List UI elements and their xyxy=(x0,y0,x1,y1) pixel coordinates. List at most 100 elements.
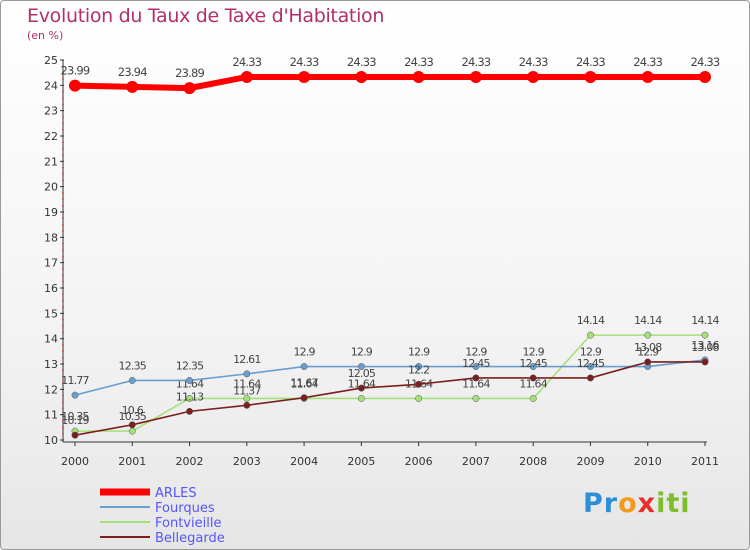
data-label: 11.67 xyxy=(290,377,318,390)
data-point xyxy=(415,395,423,402)
chart-title: Evolution du Taux de Taxe d'Habitation xyxy=(27,5,385,27)
y-tick-label: 22 xyxy=(44,130,58,143)
data-label: 24.33 xyxy=(519,55,548,69)
data-point xyxy=(71,431,79,439)
data-label: 11.13 xyxy=(176,390,204,403)
data-point xyxy=(529,374,537,382)
data-label: 11.64 xyxy=(462,377,490,390)
x-tick-label: 2010 xyxy=(634,455,662,468)
x-tick-label: 2000 xyxy=(61,455,89,468)
series-fourques: 11.77 12.35 12.35 12.61 12.9 12.9 12.9 12.9 12.9… xyxy=(61,339,720,399)
data-label: 24.33 xyxy=(633,55,662,69)
data-point xyxy=(300,363,308,370)
y-tick-label: 21 xyxy=(44,155,58,168)
data-point xyxy=(355,70,368,83)
y-tick-label: 15 xyxy=(44,307,58,320)
x-tick-label: 2011 xyxy=(691,455,719,468)
data-label: 12.9 xyxy=(580,346,602,359)
data-label: 10.19 xyxy=(61,414,89,427)
data-label: 12.9 xyxy=(465,346,487,359)
y-tick-label: 10 xyxy=(44,434,58,447)
x-tick-label: 2002 xyxy=(176,455,204,468)
data-label: 10.35 xyxy=(119,410,147,423)
data-point xyxy=(357,363,365,370)
data-label: 24.33 xyxy=(691,55,720,69)
data-point xyxy=(71,391,79,399)
legend-label: ARLES xyxy=(155,486,197,501)
data-label: 12.2 xyxy=(408,363,429,376)
data-label: 11.64 xyxy=(519,377,547,390)
data-point xyxy=(186,395,193,402)
data-point xyxy=(357,395,365,402)
data-point xyxy=(472,363,480,370)
data-point xyxy=(701,358,709,366)
data-point xyxy=(298,70,311,83)
series-line xyxy=(74,361,705,436)
data-label: 12.9 xyxy=(523,346,545,359)
data-label: 12.05 xyxy=(348,367,376,380)
data-point xyxy=(128,377,136,384)
data-point xyxy=(644,358,652,366)
y-tick-label: 12 xyxy=(44,383,58,396)
data-point xyxy=(243,395,251,402)
data-label: 12.9 xyxy=(637,346,659,359)
data-point xyxy=(300,394,308,402)
data-label: 12.9 xyxy=(293,346,315,359)
data-point xyxy=(183,82,196,95)
data-point xyxy=(128,427,136,435)
x-tick-label: 2003 xyxy=(233,455,261,468)
data-point xyxy=(243,370,251,378)
data-point xyxy=(128,421,136,429)
series-arles: 23.99 23.94 23.89 24.33 24.33 24.33 24.33 24.33… xyxy=(61,55,721,95)
data-point xyxy=(699,70,711,83)
series-line xyxy=(74,359,706,396)
data-label: 11.64 xyxy=(233,377,261,390)
x-tick-label: 2007 xyxy=(462,455,490,468)
data-label: 12.61 xyxy=(233,353,261,366)
data-label: 12.45 xyxy=(462,357,490,370)
data-point xyxy=(469,70,482,83)
data-label: 12.9 xyxy=(351,346,373,359)
data-point xyxy=(240,70,253,83)
data-label: 12.45 xyxy=(519,357,547,370)
y-tick-label: 18 xyxy=(44,231,58,244)
data-label: 24.33 xyxy=(347,55,376,69)
y-tick-label: 13 xyxy=(44,358,58,371)
data-label: 24.33 xyxy=(290,55,319,69)
data-label: 10.35 xyxy=(61,410,89,423)
y-tick-label: 25 xyxy=(44,54,58,67)
x-tick-label: 2005 xyxy=(347,455,375,468)
data-label: 24.33 xyxy=(461,55,490,69)
y-tick-label: 11 xyxy=(44,409,58,422)
data-point xyxy=(527,70,540,83)
data-point xyxy=(587,374,594,382)
data-label: 11.77 xyxy=(61,374,89,387)
y-tick-label: 14 xyxy=(44,333,58,346)
y-tick-label: 17 xyxy=(44,257,58,270)
data-point xyxy=(412,70,425,83)
x-tick-label: 2009 xyxy=(576,455,604,468)
data-point xyxy=(186,407,193,415)
data-label: 12.35 xyxy=(119,359,147,372)
data-label: 23.99 xyxy=(61,64,90,78)
data-label: 10.6 xyxy=(122,404,144,417)
data-label: 11.64 xyxy=(290,377,318,390)
data-label: 14.14 xyxy=(634,314,662,327)
data-label: 13.16 xyxy=(691,339,719,352)
proxiti-logo: Proxiti xyxy=(583,488,691,519)
data-label: 12.35 xyxy=(176,359,204,372)
data-point xyxy=(357,384,365,392)
x-tick-label: 2001 xyxy=(118,455,146,468)
series-line xyxy=(74,73,705,92)
data-point xyxy=(69,79,81,92)
data-point xyxy=(587,331,594,339)
y-tick-label: 24 xyxy=(44,79,58,92)
data-point xyxy=(641,70,654,83)
data-point xyxy=(415,363,423,370)
data-label: 24.33 xyxy=(576,55,605,69)
